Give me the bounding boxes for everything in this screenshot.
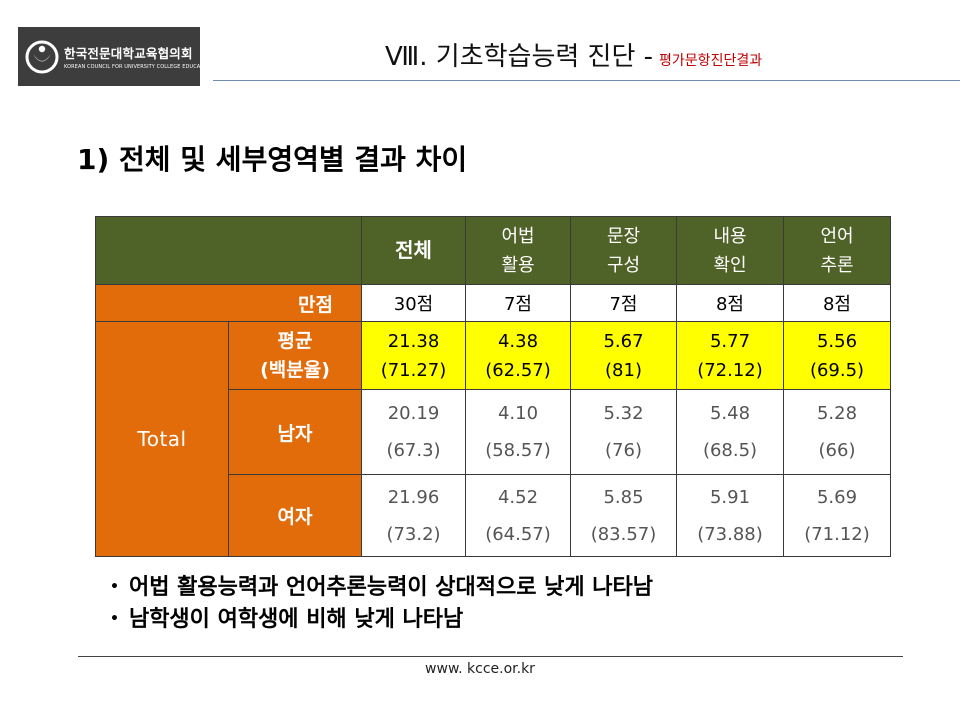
table-header-row: 전체 어법 활용 문장 구성 내용 확인 언어 추론 — [95, 216, 891, 285]
male-cell: 4.10 (58.57) — [465, 389, 571, 475]
footer-divider — [78, 656, 903, 657]
logo-name-korean: 한국전문대학교육협의회 — [64, 46, 193, 61]
row-label-male: 남자 — [228, 389, 362, 475]
column-header: 내용 확인 — [676, 216, 784, 285]
column-header: 문장 구성 — [570, 216, 677, 285]
female-cell: 5.69 (71.12) — [783, 474, 891, 557]
header-subtitle: 평가문항진단결과 — [659, 53, 763, 69]
average-cell: 4.38 (62.57) — [465, 321, 571, 390]
row-label-female: 여자 — [228, 474, 362, 557]
full-score-label: 만점 — [95, 284, 362, 322]
column-header: 언어 추론 — [783, 216, 891, 285]
slide-header-title: Ⅷ. 기초학습능력 진단 - 평가문항진단결과 — [385, 36, 762, 73]
female-cell: 21.96 (73.2) — [361, 474, 466, 557]
bullet-text: 남학생이 여학생에 비해 낮게 나타남 — [128, 607, 464, 632]
header-main: Ⅷ. 기초학습능력 진단 - — [385, 42, 654, 72]
average-cell: 5.77 (72.12) — [676, 321, 784, 390]
bullet-text: 어법 활용능력과 언어추론능력이 상대적으로 낮게 나타남 — [128, 575, 654, 600]
full-score-cell: 7점 — [465, 284, 571, 322]
female-cell: 5.85 (83.57) — [570, 474, 677, 557]
full-score-cell: 7점 — [570, 284, 677, 322]
male-cell: 5.48 (68.5) — [676, 389, 784, 475]
bullet-item: • 어법 활용능력과 언어추론능력이 상대적으로 낮게 나타남 — [110, 573, 653, 605]
row-label-average: 평균 (백분율) — [228, 321, 362, 390]
table-row-average: Total 평균 (백분율) 21.38 (71.27) 4.38 (62.57) 5… — [95, 321, 891, 557]
full-score-cell: 30점 — [361, 284, 466, 322]
header-divider — [213, 80, 960, 81]
male-cell: 5.32 (76) — [570, 389, 677, 475]
logo: 한국전문대학교육협의회 KOREAN COUNCIL FOR UNIVERSIT… — [18, 27, 212, 86]
male-cell: 5.28 (66) — [783, 389, 891, 475]
council-emblem-icon — [25, 40, 59, 73]
average-cell: 21.38 (71.27) — [361, 321, 466, 390]
section-title: 1) 전체 및 세부영역별 결과 차이 — [77, 143, 468, 176]
female-cell: 5.91 (73.88) — [676, 474, 784, 557]
average-cell: 5.67 (81) — [570, 321, 677, 390]
logo-name-english: KOREAN COUNCIL FOR UNIVERSITY COLLEGE ED… — [64, 64, 213, 70]
male-cell: 20.19 (67.3) — [361, 389, 466, 475]
results-table: 전체 어법 활용 문장 구성 내용 확인 언어 추론 만점 30점 7점 7점 8점 8… — [95, 216, 891, 557]
column-header: 전체 — [361, 216, 466, 285]
column-header: 어법 활용 — [465, 216, 571, 285]
summary-bullets: • 어법 활용능력과 언어추론능력이 상대적으로 낮게 나타남 • 남학생이 여학생… — [110, 573, 653, 637]
full-score-row: 만점 30점 7점 7점 8점 8점 — [95, 284, 891, 322]
table-row-female: 여자 21.96 (73.2) 4.52 (64.57) 5.85 (83.57) 5… — [96, 474, 891, 557]
bullet-dot-icon: • — [110, 611, 119, 627]
table-row-male: 남자 20.19 (67.3) 4.10 (58.57) 5.32 (76) 5.48… — [96, 389, 891, 475]
bullet-item: • 남학생이 여학생에 비해 낮게 나타남 — [110, 605, 653, 637]
average-cell: 5.56 (69.5) — [783, 321, 891, 390]
bullet-dot-icon: • — [110, 579, 119, 595]
group-label-total: Total — [95, 321, 229, 557]
full-score-cell: 8점 — [783, 284, 891, 322]
full-score-cell: 8점 — [676, 284, 784, 322]
logo-text: 한국전문대학교육협의회 KOREAN COUNCIL FOR UNIVERSIT… — [64, 43, 213, 70]
footer-url: www. kcce.or.kr — [425, 661, 535, 677]
header-corner-cell — [95, 216, 362, 285]
female-cell: 4.52 (64.57) — [465, 474, 571, 557]
